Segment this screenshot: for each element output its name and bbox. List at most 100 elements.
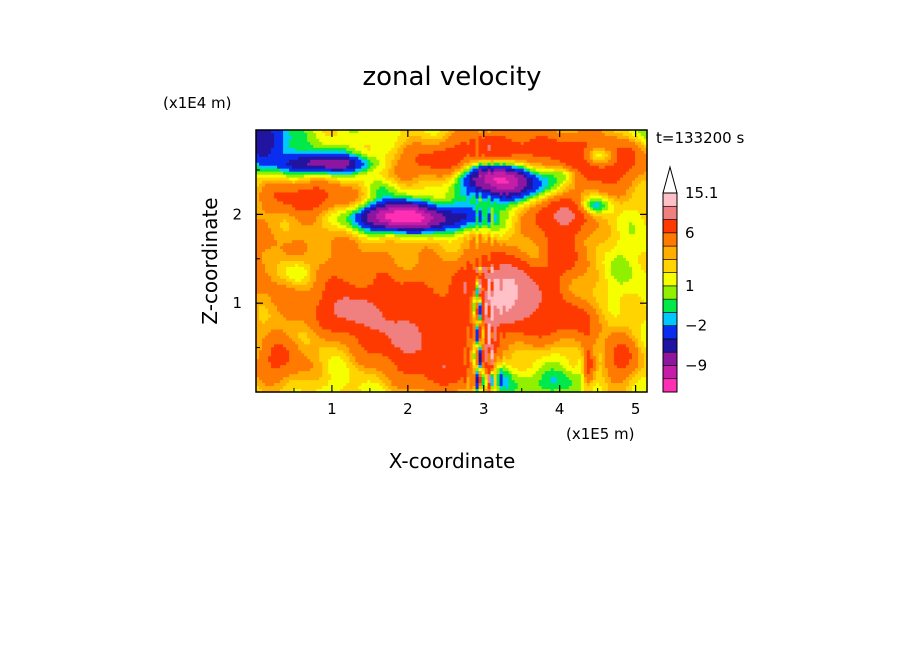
heatmap-cell xyxy=(631,130,636,134)
heatmap-cell xyxy=(274,243,278,247)
heatmap-cell xyxy=(535,237,540,241)
heatmap-cell xyxy=(472,240,477,244)
heatmap-cell xyxy=(439,210,444,214)
heatmap-cell xyxy=(430,228,435,232)
heatmap-cell xyxy=(331,150,335,155)
heatmap-cell xyxy=(631,159,636,164)
heatmap-cell xyxy=(577,219,582,223)
heatmap-cell xyxy=(541,192,546,197)
heatmap-cell xyxy=(427,162,432,167)
heatmap-cell xyxy=(544,177,549,182)
heatmap-cell xyxy=(607,183,612,188)
heatmap-cell xyxy=(529,183,534,188)
heatmap-cell xyxy=(616,130,621,134)
heatmap-cell xyxy=(256,147,260,152)
heatmap-cell xyxy=(361,144,365,149)
heatmap-cell xyxy=(445,156,450,161)
heatmap-cell xyxy=(640,210,645,214)
heatmap-cell xyxy=(511,135,516,140)
heatmap-cell xyxy=(622,183,627,188)
heatmap-cell xyxy=(280,186,284,191)
heatmap-cell xyxy=(517,213,522,217)
heatmap-cell xyxy=(568,240,573,244)
heatmap-cell xyxy=(580,130,585,134)
heatmap-cell xyxy=(370,216,374,220)
heatmap-cell xyxy=(421,150,426,155)
heatmap-cell xyxy=(565,189,570,194)
heatmap-cell xyxy=(604,183,609,188)
heatmap-cell xyxy=(430,204,435,209)
heatmap-cell xyxy=(529,162,534,167)
heatmap-cell xyxy=(496,219,501,223)
heatmap-cell xyxy=(388,210,392,214)
heatmap-cell xyxy=(535,174,540,179)
heatmap-cell xyxy=(469,201,474,206)
heatmap-cell xyxy=(283,130,287,134)
heatmap-cell xyxy=(508,186,513,191)
heatmap-cell xyxy=(391,195,395,200)
heatmap-cell xyxy=(604,144,609,149)
heatmap-cell xyxy=(337,186,341,191)
heatmap-cell xyxy=(541,174,546,179)
heatmap-cell xyxy=(361,183,365,188)
heatmap-cell xyxy=(622,201,627,206)
heatmap-cell xyxy=(550,165,555,170)
heatmap-cell xyxy=(631,180,636,185)
heatmap-cell xyxy=(466,192,471,197)
heatmap-cell xyxy=(634,138,639,143)
heatmap-cell xyxy=(607,195,612,200)
heatmap-cell xyxy=(259,207,263,211)
heatmap-cell xyxy=(625,165,630,170)
heatmap-cell xyxy=(334,210,338,214)
heatmap-cell xyxy=(370,177,374,182)
heatmap-cell xyxy=(448,195,453,200)
heatmap-cell xyxy=(295,138,299,143)
heatmap-cell xyxy=(631,183,636,188)
heatmap-cell xyxy=(397,147,401,152)
heatmap-cell xyxy=(418,162,423,167)
heatmap-cell xyxy=(526,180,531,185)
heatmap-cell xyxy=(616,228,621,232)
heatmap-cell xyxy=(334,156,338,161)
heatmap-cell xyxy=(502,171,507,176)
heatmap-cell xyxy=(580,162,585,167)
heatmap-cell xyxy=(643,144,648,149)
heatmap-cell xyxy=(529,234,534,238)
heatmap-cell xyxy=(463,207,468,211)
heatmap-cell xyxy=(613,195,618,200)
heatmap-cell xyxy=(634,240,639,244)
heatmap-cell xyxy=(487,138,492,143)
heatmap-cell xyxy=(529,231,534,235)
heatmap-cell xyxy=(349,210,353,214)
heatmap-cell xyxy=(418,183,423,188)
heatmap-cell xyxy=(364,132,368,137)
heatmap-cell xyxy=(514,162,519,167)
heatmap-cell xyxy=(568,132,573,137)
heatmap-cell xyxy=(301,168,305,173)
heatmap-cell xyxy=(634,189,639,194)
heatmap-cell xyxy=(610,135,615,140)
heatmap-cell xyxy=(316,135,320,140)
heatmap-cell xyxy=(286,237,290,241)
heatmap-cell xyxy=(547,186,552,191)
heatmap-cell xyxy=(610,150,615,155)
heatmap-cell xyxy=(547,192,552,197)
heatmap-cell xyxy=(379,240,383,244)
heatmap-cell xyxy=(376,174,380,179)
heatmap-cell xyxy=(589,189,594,194)
heatmap-cell xyxy=(364,195,368,200)
heatmap-cell xyxy=(367,204,371,209)
heatmap-cell xyxy=(502,135,507,140)
heatmap-cell xyxy=(385,240,389,244)
heatmap-cell xyxy=(640,228,645,232)
heatmap-cell xyxy=(562,165,567,170)
heatmap-cell xyxy=(487,168,492,173)
heatmap-cell xyxy=(349,159,353,164)
heatmap-cell xyxy=(430,192,435,197)
heatmap-cell xyxy=(499,234,504,238)
heatmap-cell xyxy=(520,234,525,238)
heatmap-cell xyxy=(388,150,392,155)
heatmap-cell xyxy=(523,150,528,155)
heatmap-cell xyxy=(403,168,407,173)
heatmap-cell xyxy=(409,132,413,137)
